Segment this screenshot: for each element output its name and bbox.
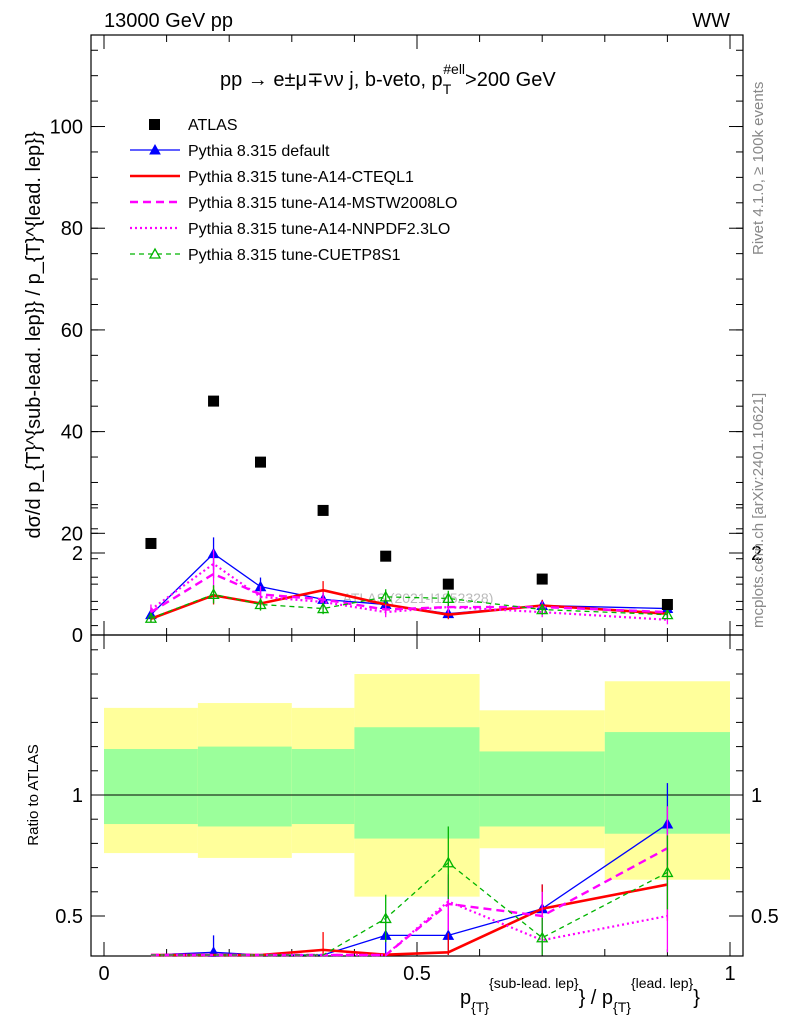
main-series <box>144 537 674 625</box>
atlas-point <box>536 573 548 585</box>
chart-title: pp → e±μ∓νν j, b-veto, pT #ell>200 GeV <box>220 61 556 97</box>
ratio-point-4 <box>536 931 549 943</box>
y-axis-label: dσ/d p_{T}^{sub-lead. lep}} / p_{T}^{lea… <box>23 131 45 538</box>
series-point-4 <box>254 598 267 610</box>
series-point-4 <box>316 602 330 614</box>
ratio-point-4 <box>442 856 455 868</box>
ratio-line-3 <box>150 900 668 957</box>
legend-marker-0 <box>149 143 161 155</box>
y-tick-label-0: 0 <box>72 625 83 647</box>
ratio-point-4 <box>379 912 392 924</box>
legend-marker-4 <box>148 247 162 259</box>
atlas-point <box>380 550 392 562</box>
ratio-tick-label-1: 1 <box>72 785 83 807</box>
series-point-4 <box>144 611 158 623</box>
svg-text:mcplots.cern.ch [arXiv:2401.10: mcplots.cern.ch [arXiv:2401.10621] <box>750 393 767 628</box>
header-right: WW <box>692 10 730 32</box>
y-tick-label-40: 40 <box>61 422 83 444</box>
green-band-3 <box>354 727 417 839</box>
legend-label-1: Pythia 8.315 tune-A14-CTEQL1 <box>188 169 414 186</box>
ratio-line-4 <box>150 861 668 956</box>
legend-marker-atlas <box>149 119 160 130</box>
atlas-point <box>145 537 157 549</box>
atlas-point <box>442 578 454 590</box>
legend: ATLAS Pythia 8.315 default Pythia 8.315 tu… <box>130 117 457 264</box>
atlas-point <box>255 456 266 468</box>
x-tick-label-1: 1 <box>724 963 735 985</box>
title-main: pp → e±μ∓νν j, b-veto, p <box>220 69 443 91</box>
legend-label-2: Pythia 8.315 tune-A14-MSTW2008LO <box>188 195 457 212</box>
green-band-0 <box>104 749 198 825</box>
legend-label-0: Pythia 8.315 default <box>188 143 330 160</box>
x-tick-label-0: 0 <box>98 963 109 985</box>
ratio-axis-label-text: Ratio to ATLAS <box>25 744 42 845</box>
svg-text:Rivet 4.1.0, ≥ 100k events: Rivet 4.1.0, ≥ 100k events <box>750 82 767 255</box>
series-point-4 <box>536 603 549 615</box>
x-axis-label: p{T}{sub-lead. lep}} / p{T}{lead. lep}} <box>460 975 700 1015</box>
series-line-2 <box>150 572 668 614</box>
legend-label-atlas: ATLAS <box>188 117 238 134</box>
ratio-tick-label-right-1: 1 <box>751 785 762 807</box>
green-band-4 <box>417 727 480 839</box>
atlas-point <box>317 504 329 516</box>
axis-ticks: 0 0.5 1 0 20 40 60 80 100 0.5 0.5 1 1 2 2 <box>50 35 779 985</box>
x-tick-label-0.5: 0.5 <box>403 963 431 985</box>
title-tail: >200 GeV <box>465 69 556 91</box>
ratio-point-4 <box>661 866 674 878</box>
ratio-tick-label-2: 2 <box>72 543 83 565</box>
ratio-tick-label-0.5: 0.5 <box>55 906 83 928</box>
ratio-series <box>150 783 674 957</box>
ratio-tick-label-right-2: 2 <box>751 543 762 565</box>
ratio-tick-label-right-0.5: 0.5 <box>751 906 779 928</box>
legend-label-3: Pythia 8.315 tune-A14-NNPDF2.3LO <box>188 221 450 238</box>
atlas-data-points <box>145 395 673 610</box>
series-point-4 <box>442 592 455 604</box>
y-axis-label-text: dσ/d p_{T}^{sub-lead. lep}} / p_{T}^{lea… <box>23 131 45 538</box>
side-label-bottom: mcplots.cern.ch [arXiv:2401.10621] <box>750 393 767 628</box>
atlas-point <box>208 395 220 407</box>
y-tick-label-100: 100 <box>50 117 83 139</box>
series-point-4 <box>207 587 220 599</box>
title-sup: #ell <box>443 61 465 77</box>
atlas-point <box>661 598 673 610</box>
green-band-2 <box>291 749 355 825</box>
series-point-4 <box>661 608 674 620</box>
title-sub: T <box>443 81 452 97</box>
header-left: 13000 GeV pp <box>104 10 233 32</box>
green-band-5 <box>479 751 605 827</box>
ratio-axis-label: Ratio to ATLAS <box>25 744 42 845</box>
y-tick-label-80: 80 <box>61 218 83 240</box>
green-band-1 <box>197 746 292 827</box>
series-line-4 <box>150 593 668 619</box>
y-tick-label-20: 20 <box>61 523 83 545</box>
y-tick-label-60: 60 <box>61 320 83 342</box>
series-point-4 <box>379 590 392 602</box>
side-label-top: Rivet 4.1.0, ≥ 100k events <box>750 82 767 255</box>
legend-label-4: Pythia 8.315 tune-CUETP8S1 <box>188 247 401 264</box>
